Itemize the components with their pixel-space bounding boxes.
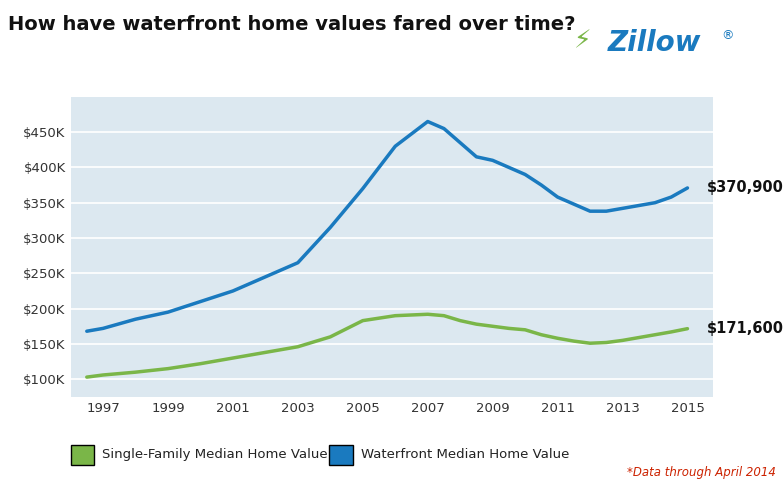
- Text: Zillow: Zillow: [608, 29, 701, 57]
- Text: *Data through April 2014: *Data through April 2014: [627, 466, 776, 479]
- Text: ⚡: ⚡: [574, 29, 591, 53]
- Text: $370,900: $370,900: [707, 181, 784, 196]
- Text: Single-Family Median Home Value: Single-Family Median Home Value: [102, 449, 328, 461]
- Text: How have waterfront home values fared over time?: How have waterfront home values fared ov…: [8, 15, 575, 33]
- Text: ®: ®: [721, 29, 734, 42]
- Text: Waterfront Median Home Value: Waterfront Median Home Value: [361, 449, 569, 461]
- Text: $171,600: $171,600: [707, 321, 784, 336]
